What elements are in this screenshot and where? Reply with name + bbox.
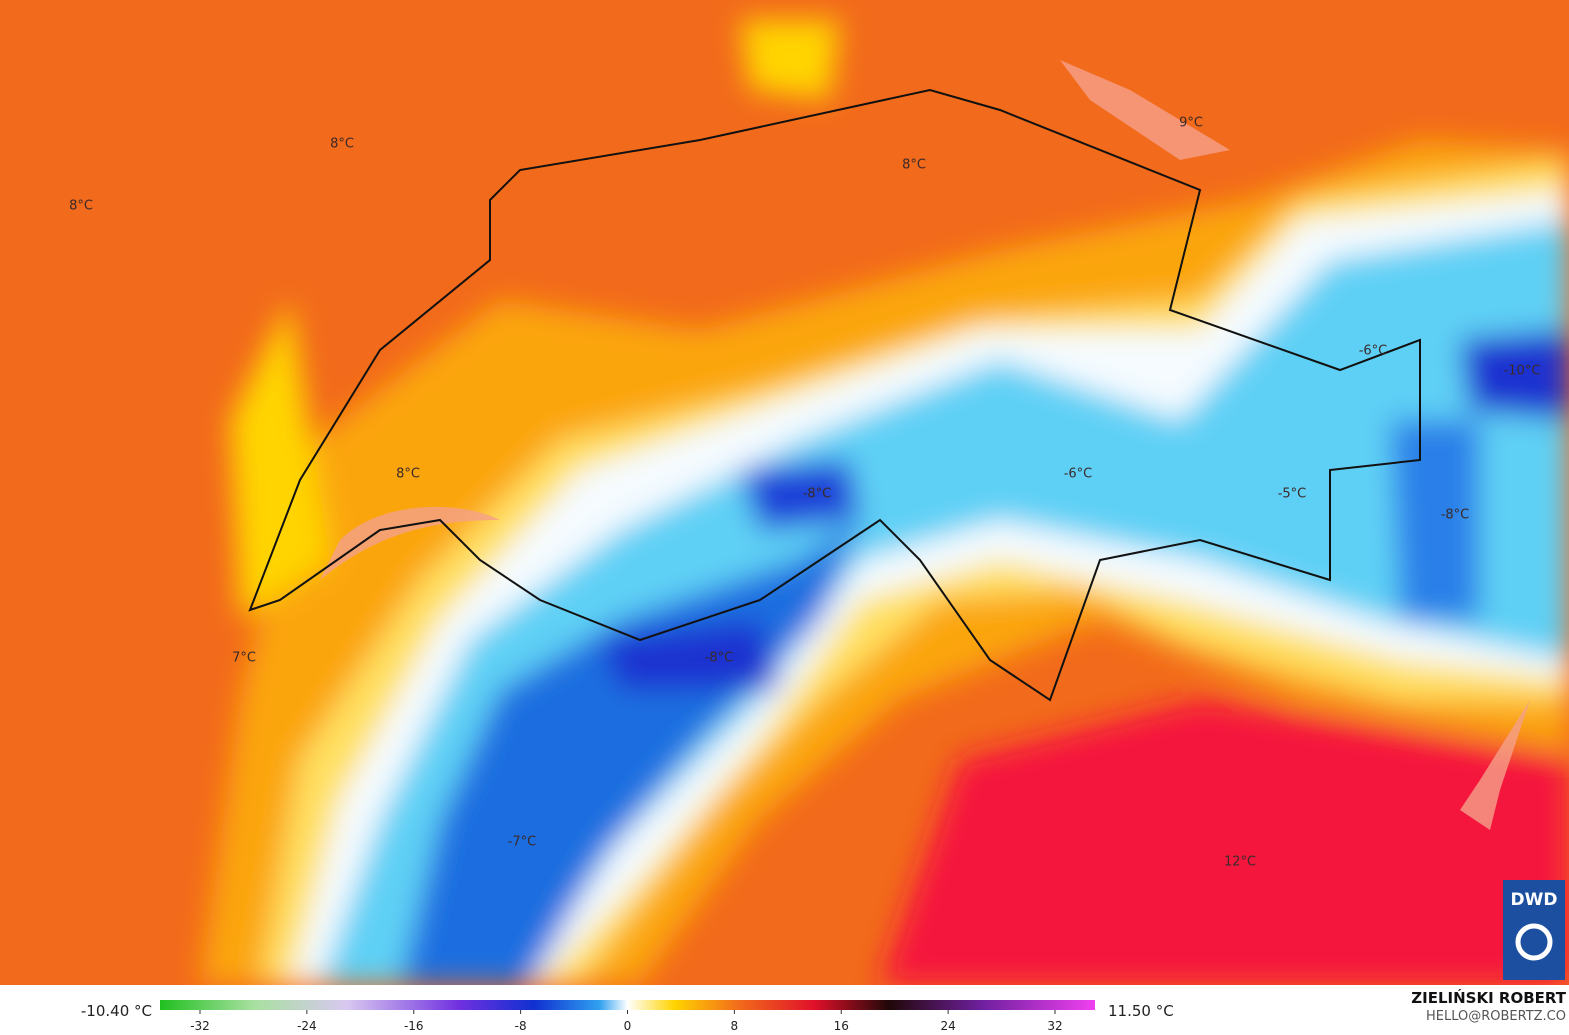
credit-email: HELLO@ROBERTZ.CO (1426, 1009, 1566, 1024)
colorbar-tick-label: -24 (297, 1019, 317, 1033)
temperature-label: -6°C (1359, 344, 1388, 359)
colorbar-tick-label: 24 (940, 1019, 955, 1033)
temperature-label: -10°C (1504, 364, 1541, 379)
colorbar-tick-label: -32 (190, 1019, 210, 1033)
temperature-label: 8°C (396, 467, 420, 482)
dwd-logo (1503, 880, 1565, 980)
colorbar-tick-label: -8 (515, 1019, 527, 1033)
temperature-label: -8°C (1441, 508, 1470, 523)
legend-min: -10.40 °C (81, 1002, 152, 1020)
dwd-logo-swirl (1515, 923, 1553, 961)
legend-max: 11.50 °C (1108, 1002, 1174, 1020)
colorbar-tick-label: 16 (834, 1019, 849, 1033)
colorbar-tick-label: -16 (404, 1019, 424, 1033)
temperature-label: 8°C (902, 158, 926, 173)
temperature-label: -7°C (508, 835, 537, 850)
temperature-label: -5°C (1278, 487, 1307, 502)
credit-name: ZIELIŃSKI ROBERT (1411, 988, 1566, 1007)
temperature-label: 7°C (232, 651, 256, 666)
colorbar (160, 1000, 1095, 1010)
temperature-label: -8°C (705, 651, 734, 666)
temperature-field (0, 0, 1569, 985)
temperature-label: 12°C (1224, 855, 1256, 870)
colorbar-tick-label: 32 (1047, 1019, 1062, 1033)
colorbar-tick-label: 8 (731, 1019, 739, 1033)
temperature-label: -8°C (803, 487, 832, 502)
temperature-label: 8°C (330, 137, 354, 152)
temperature-label: -6°C (1064, 467, 1093, 482)
logo-text: DWD (1511, 890, 1558, 910)
colorbar-tick-label: 0 (624, 1019, 632, 1033)
temperature-label: 8°C (69, 199, 93, 214)
temperature-label: 9°C (1179, 116, 1203, 131)
